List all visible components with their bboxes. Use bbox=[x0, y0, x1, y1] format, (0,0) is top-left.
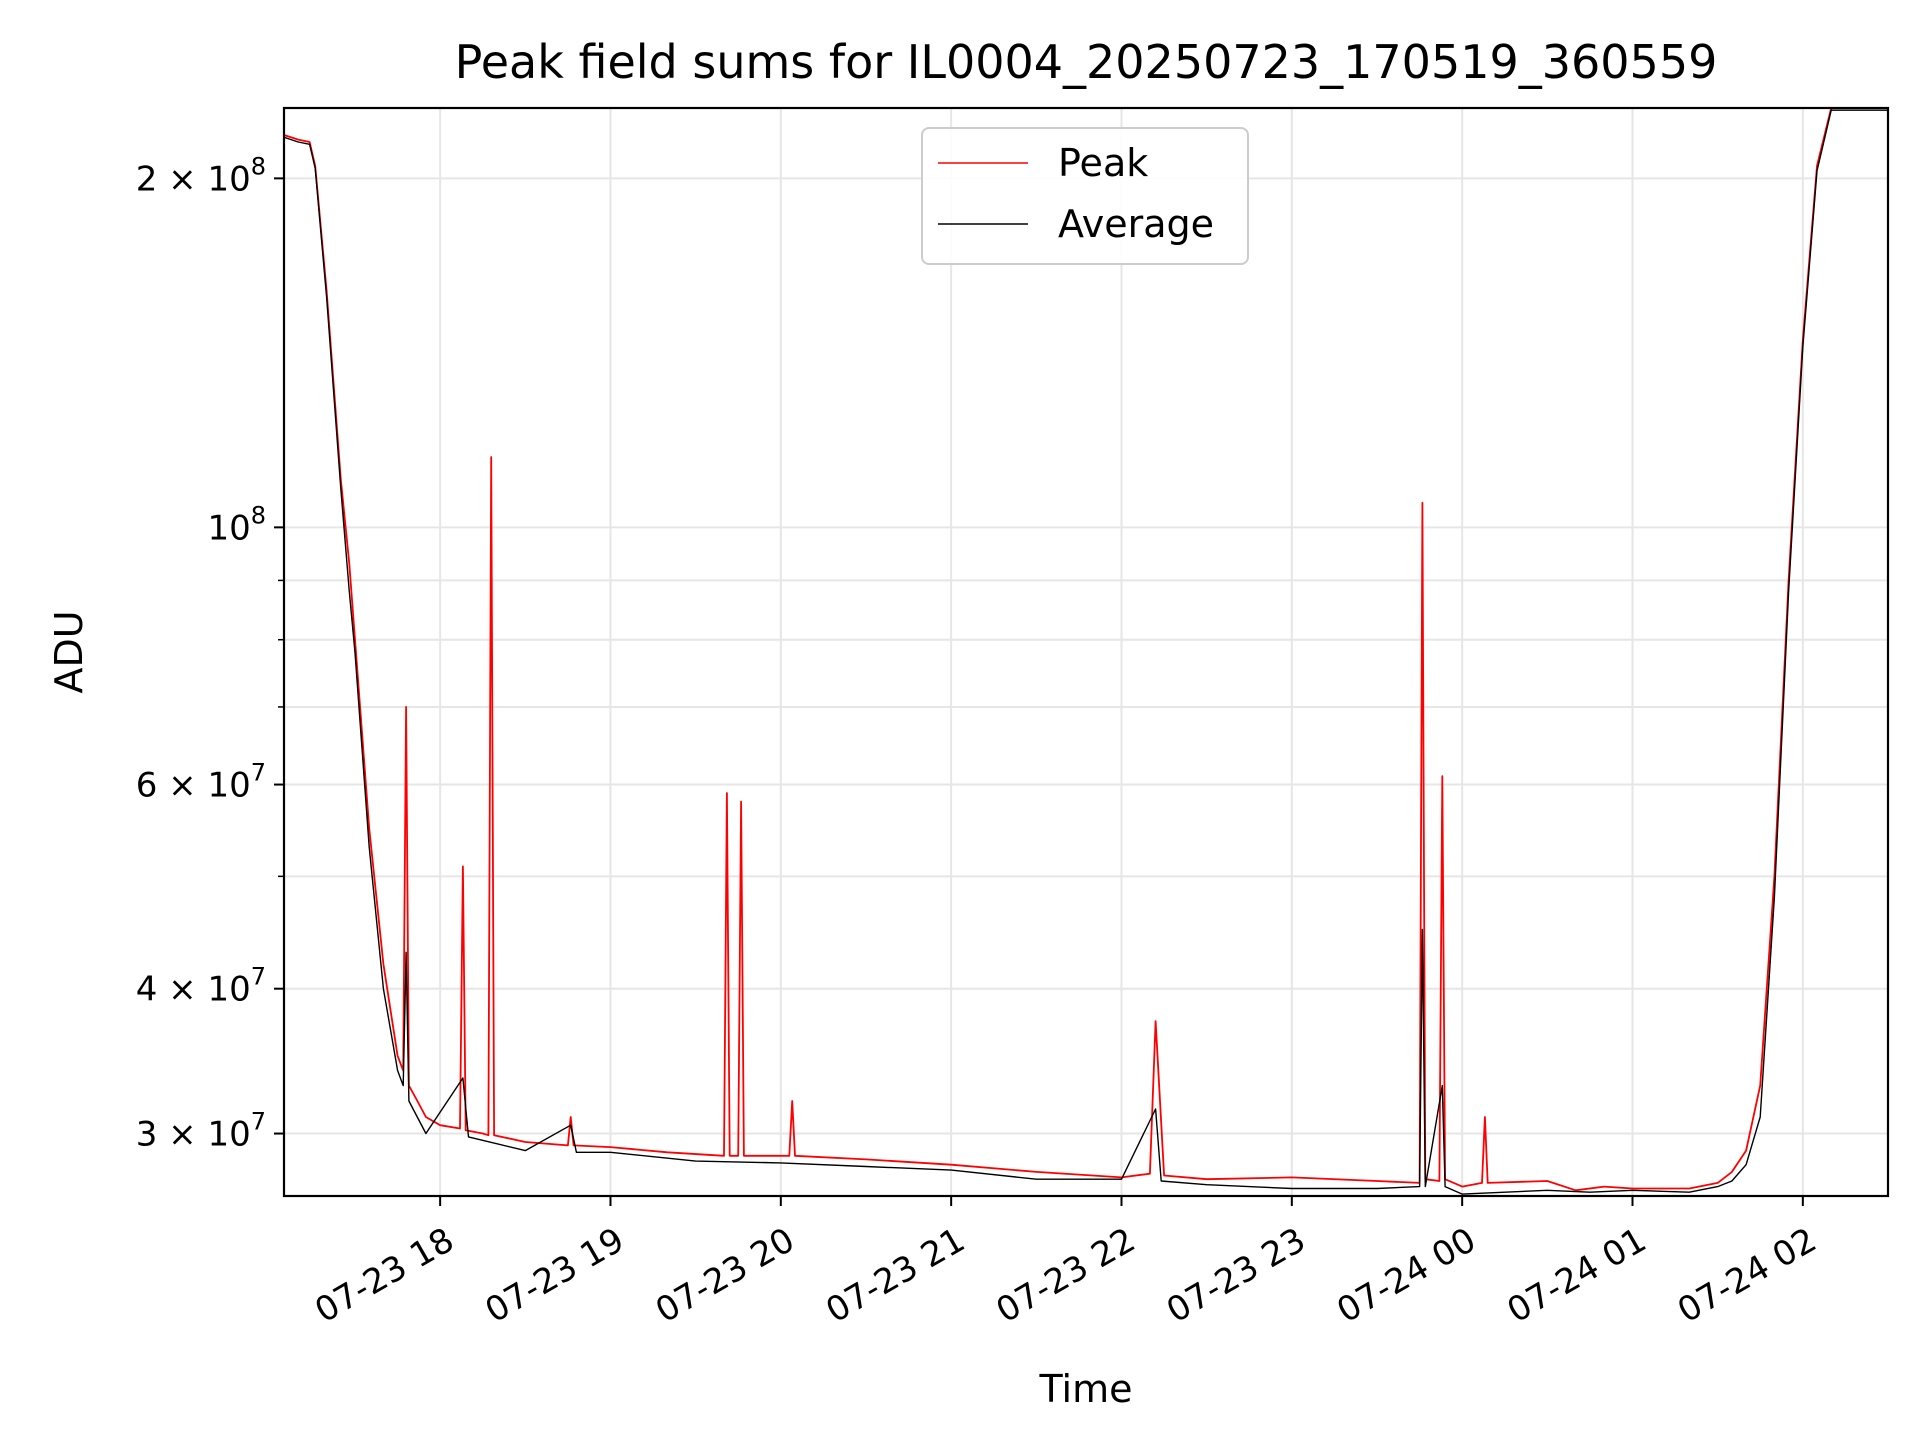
y-tick-label: 2 × 108 bbox=[136, 152, 266, 199]
legend: Peak Average bbox=[921, 127, 1249, 265]
y-tick-label: 3 × 107 bbox=[136, 1108, 266, 1155]
legend-peak-label: Peak bbox=[1058, 141, 1148, 185]
legend-box bbox=[921, 127, 1249, 265]
series-layer bbox=[284, 108, 1888, 1195]
y-tick-label: 6 × 107 bbox=[136, 759, 266, 806]
legend-average-label: Average bbox=[1058, 202, 1214, 246]
series-line-average bbox=[284, 109, 1888, 1195]
series-line-peak bbox=[284, 108, 1888, 1192]
y-axis-label: ADU bbox=[47, 610, 91, 693]
plot-frame bbox=[282, 106, 1890, 1198]
y-tick-label: 4 × 107 bbox=[136, 963, 266, 1010]
chart-title: Peak field sums for IL0004_20250723_1705… bbox=[455, 35, 1718, 89]
x-axis-label: Time bbox=[1039, 1367, 1133, 1411]
